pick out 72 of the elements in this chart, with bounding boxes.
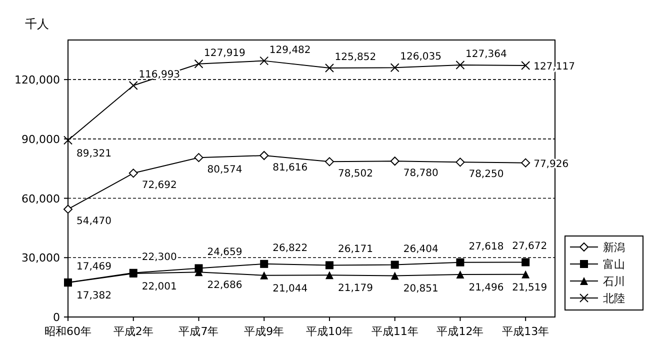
legend-label: 北陸	[603, 292, 625, 305]
point	[325, 271, 334, 280]
y-tick-label: 90,000	[22, 132, 60, 146]
point	[456, 158, 465, 167]
data-label: 27,618	[468, 241, 504, 252]
data-label: 27,672	[512, 241, 548, 252]
point	[128, 168, 138, 178]
x-tick-label: 平成11年	[371, 325, 418, 338]
point	[128, 81, 138, 90]
point	[390, 272, 399, 280]
data-label: 126,035	[400, 52, 442, 63]
point	[64, 204, 72, 214]
legend-label: 富山	[603, 258, 625, 271]
data-label: 26,822	[272, 242, 308, 254]
point	[260, 271, 268, 280]
point	[64, 136, 72, 145]
y-axis-title: 千人	[25, 17, 49, 31]
data-label: 21,496	[468, 282, 504, 294]
y-tick-label: 30,000	[22, 252, 60, 265]
data-label: 89,321	[76, 148, 112, 160]
point	[260, 151, 269, 160]
point	[325, 261, 334, 270]
y-tick-label: 120,000	[14, 74, 60, 87]
data-label: 78,250	[468, 169, 504, 180]
data-label: 20,851	[403, 284, 438, 295]
legend-label: 新潟	[603, 241, 625, 254]
point	[522, 258, 530, 266]
data-label: 17,382	[76, 290, 112, 302]
data-label: 125,852	[334, 52, 376, 63]
point	[324, 63, 334, 72]
data-label: 22,001	[142, 281, 177, 292]
point	[456, 60, 465, 70]
point	[390, 156, 400, 166]
point	[260, 260, 268, 268]
data-label: 127,364	[466, 49, 507, 60]
data-label: 78,502	[338, 168, 373, 180]
x-tick-label: 平成9年	[244, 325, 284, 338]
data-label: 17,469	[76, 261, 112, 272]
x-tick-label: 昭和60年	[44, 325, 92, 338]
y-tick-label: 60,000	[22, 192, 60, 206]
data-label: 80,574	[207, 164, 242, 176]
point	[456, 258, 464, 266]
legend-label: 石川	[603, 275, 625, 288]
point	[260, 56, 269, 66]
data-label: 72,692	[142, 180, 177, 192]
point	[194, 153, 204, 162]
point	[390, 63, 400, 72]
data-label: 22,686	[207, 280, 242, 292]
data-label: 81,616	[272, 162, 308, 174]
data-label: 21,519	[512, 282, 548, 294]
data-label: 129,482	[269, 44, 311, 56]
data-label: 26,171	[338, 244, 373, 256]
x-tick-label: 平成7年	[178, 325, 219, 338]
y-tick-label: 0	[53, 311, 60, 324]
data-label: 78,780	[403, 168, 438, 180]
x-tick-label: 平成2年	[113, 325, 154, 338]
point	[456, 270, 464, 278]
x-tick-label: 平成12年	[436, 325, 484, 338]
point	[521, 60, 530, 70]
x-tick-label: 平成13年	[502, 325, 550, 338]
data-label: 21,044	[272, 283, 308, 294]
data-label: 24,659	[207, 247, 242, 258]
data-label: 127,919	[204, 48, 246, 59]
data-label: 21,179	[338, 283, 373, 294]
point	[390, 260, 399, 269]
data-label: 26,404	[403, 244, 438, 255]
point	[522, 270, 530, 278]
data-label: 54,470	[76, 216, 112, 228]
point	[194, 59, 204, 68]
point	[324, 157, 334, 166]
point	[521, 158, 530, 168]
x-tick-label: 平成10年	[306, 325, 353, 338]
